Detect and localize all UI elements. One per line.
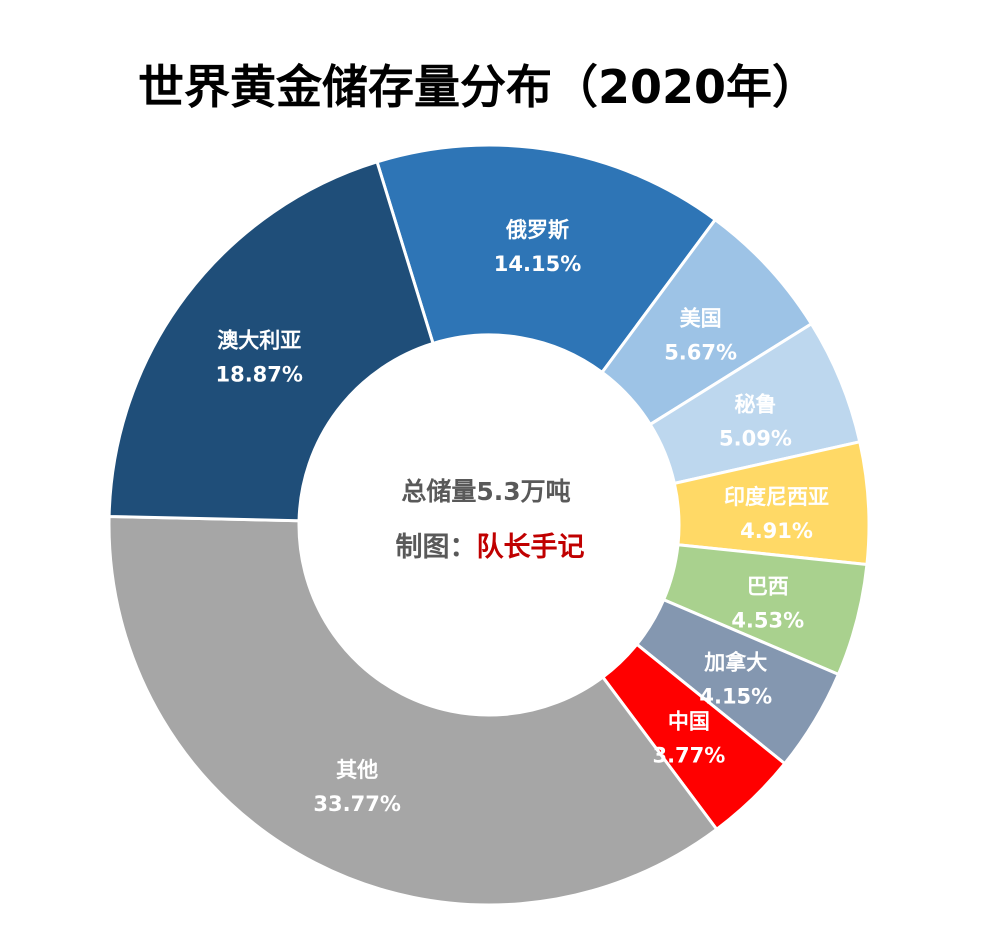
slice-value-label: 33.77%: [313, 792, 400, 816]
center-credit-name: 队长手记: [477, 532, 585, 563]
slice-value-label: 18.87%: [215, 362, 302, 386]
slice-name-label: 澳大利亚: [217, 328, 301, 352]
slice-value-label: 5.09%: [719, 427, 792, 451]
slice-name-label: 俄罗斯: [505, 218, 569, 242]
slice-value-label: 4.15%: [699, 684, 772, 708]
donut-slice: [107, 159, 435, 523]
center-credit: 制图：队长手记: [396, 532, 585, 563]
slice-labels: 俄罗斯 14.15% 美国 5.67% 秘鲁 5.09% 印度尼西亚 4.91% 巴西 4.53%…: [215, 218, 829, 816]
donut-slice: [375, 143, 718, 375]
donut-slice: [107, 514, 719, 907]
slice-name-label: 中国: [668, 709, 710, 733]
slice-name-label: 印度尼西亚: [724, 485, 829, 509]
slice-name-label: 秘鲁: [734, 393, 776, 417]
slice-value-label: 3.77%: [652, 743, 725, 767]
center-credit-label: 制图：: [396, 532, 477, 563]
slice-name-label: 加拿大: [703, 650, 767, 674]
slice-value-label: 14.15%: [494, 252, 581, 276]
slice-value-label: 4.53%: [731, 608, 804, 632]
slice-value-label: 5.67%: [664, 341, 737, 365]
center-total-text: 总储量5.3万吨: [401, 477, 570, 506]
slice-name-label: 美国: [680, 307, 722, 331]
donut-slices: [107, 143, 871, 907]
slice-name-label: 巴西: [747, 574, 789, 598]
slice-value-label: 4.91%: [740, 519, 813, 543]
slice-name-label: 其他: [336, 758, 378, 782]
chart-title: 世界黄金储存量分布（2020年）: [138, 60, 818, 114]
